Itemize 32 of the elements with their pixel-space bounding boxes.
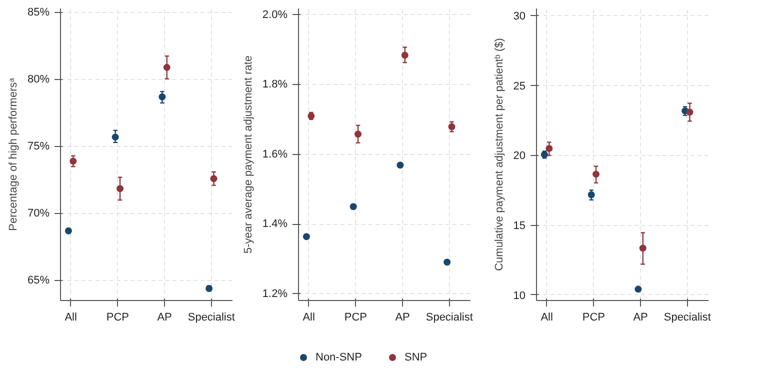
x-tick-label: AP	[395, 312, 410, 324]
y-tick-label: 65%	[27, 274, 50, 286]
legend-label: Non-SNP	[316, 352, 362, 364]
x-tick-label: AP	[633, 312, 648, 324]
y-axis-title: Percentage of high performersᵃ	[7, 77, 20, 231]
y-tick-label: 1.6%	[262, 148, 288, 160]
y-tick-label: 85%	[27, 6, 50, 19]
y-tick-label: 75%	[27, 140, 50, 152]
x-tick-label: Specialist	[188, 312, 235, 324]
y-tick-label: 70%	[27, 207, 50, 220]
y-tick-label: 1.2%	[262, 288, 288, 300]
y-tick-label: 1.8%	[262, 78, 288, 91]
x-tick-label: Specialist	[426, 312, 473, 324]
legend-label: SNP	[404, 352, 428, 364]
y-tick-label: 10	[513, 290, 526, 302]
x-tick-label: All	[64, 312, 77, 324]
x-tick-label: Specialist	[664, 312, 711, 324]
y-tick-label: 25	[513, 80, 526, 92]
y-tick-label: 80%	[27, 73, 50, 86]
y-tick-label: 15	[513, 220, 526, 232]
x-tick-label: All	[540, 312, 553, 324]
x-tick-label: AP	[157, 312, 172, 324]
y-axis-title: Cumulative payment adjustment per patientᵇ ($)	[493, 38, 506, 271]
y-tick-label: 1.4%	[262, 218, 288, 230]
x-tick-label: PCP	[344, 312, 367, 324]
x-tick-label: PCP	[582, 312, 605, 324]
y-tick-label: 20	[513, 150, 526, 162]
y-tick-label: 30	[513, 10, 526, 22]
x-tick-label: All	[302, 312, 315, 324]
x-tick-label: PCP	[106, 312, 129, 324]
y-tick-label: 2.0%	[262, 8, 288, 21]
y-axis-title: 5-year average payment adjustment rate	[242, 55, 254, 254]
